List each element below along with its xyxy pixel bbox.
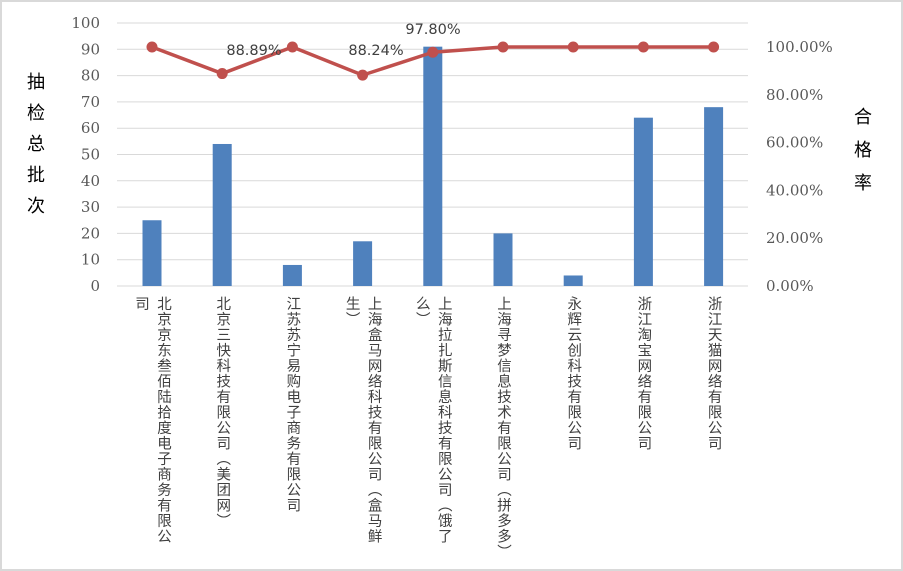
left-tick-label: 40 [81, 172, 100, 190]
right-tick-label: 100.00% [766, 38, 833, 56]
right-tick-label: 80.00% [766, 86, 823, 104]
x-category-label: 上海盒马网络科技有限公司（盒马鲜生） [343, 296, 382, 544]
right-axis-title-char: 合 [854, 107, 872, 128]
line-marker [708, 41, 720, 53]
data-label: 88.89% [226, 43, 281, 59]
left-tick-label: 80 [81, 67, 100, 85]
line-marker [637, 41, 649, 53]
right-tick-label: 0.00% [766, 277, 814, 295]
x-category-label: 上海寻梦信息技术有限公司（拼多多） [495, 296, 511, 560]
right-axis-title-char: 格 [854, 140, 872, 161]
left-axis-title-char: 检 [27, 103, 45, 124]
bar [704, 107, 724, 286]
line-marker [357, 69, 369, 81]
line-marker [427, 46, 439, 58]
line-series [146, 41, 720, 81]
left-tick-label: 10 [81, 251, 100, 269]
bar [563, 275, 583, 286]
bar [212, 143, 232, 286]
x-category-label: 江苏苏宁易购电子商务有限公司 [284, 296, 301, 513]
right-axis-title-char: 率 [854, 173, 872, 194]
data-label: 88.24% [348, 43, 403, 59]
bar [493, 233, 513, 286]
right-tick-label: 60.00% [766, 134, 823, 152]
left-axis-title-char: 次 [27, 196, 45, 217]
data-labels: 88.89% 88.24%97.80% [226, 22, 460, 59]
left-tick-label: 70 [81, 93, 100, 111]
left-axis-title-char: 抽 [27, 72, 45, 93]
x-category-label: 北京京东叁佰陆拾度电子商务有限公司 [133, 296, 171, 544]
left-axis-title-char: 总 [27, 134, 45, 155]
x-category-label: 北京三快科技有限公司（美团网） [214, 296, 231, 529]
x-category-label: 永辉云创科技有限公司 [565, 296, 582, 451]
x-category-label: 浙江淘宝网络有限公司 [635, 296, 652, 451]
line-marker [567, 41, 579, 53]
bar [142, 220, 162, 286]
left-tick-label: 50 [81, 146, 100, 164]
left-tick-label: 30 [81, 198, 100, 216]
bar [353, 241, 373, 286]
line-marker [497, 41, 509, 53]
right-axis-title: 合格率 [854, 107, 872, 194]
left-tick-label: 0 [90, 277, 100, 295]
right-axis-ticks: 0.00% 20.00% 40.00% 60.00% 80.00% 100.00% [766, 38, 833, 295]
right-tick-label: 20.00% [766, 229, 823, 247]
line-marker [146, 41, 158, 53]
line-marker [286, 41, 298, 53]
bar [423, 46, 443, 286]
left-axis-ticks: 0 10 20 30 40 50 60 70 80 90 100 [71, 14, 100, 295]
left-tick-label: 60 [81, 119, 100, 137]
x-category-label: 上海拉扎斯信息科技有限公司（饿了么） [413, 296, 452, 544]
bar [282, 264, 302, 286]
x-category-label: 浙江天猫网络有限公司 [705, 296, 722, 451]
bar-series [142, 46, 724, 287]
bar [633, 117, 653, 287]
left-axis-title-char: 批 [27, 165, 45, 186]
left-tick-label: 100 [71, 14, 100, 32]
left-tick-label: 90 [81, 40, 100, 58]
data-label: 97.80% [405, 22, 460, 38]
line-marker [216, 68, 228, 80]
right-tick-label: 40.00% [766, 181, 823, 199]
left-tick-label: 20 [81, 224, 100, 242]
